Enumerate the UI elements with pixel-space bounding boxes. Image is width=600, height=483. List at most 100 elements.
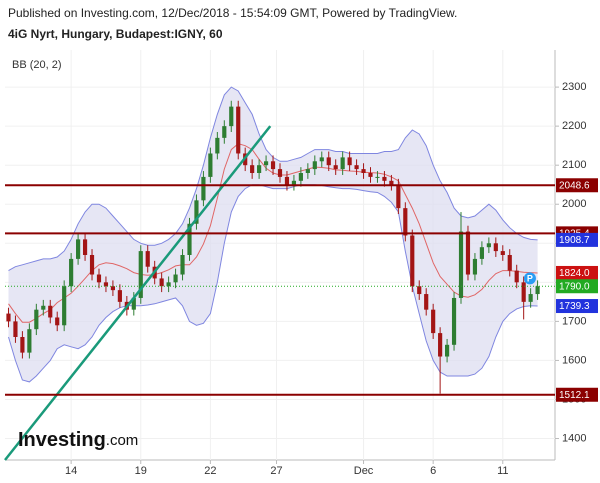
- candle-body: [69, 258, 74, 287]
- candle-body: [368, 173, 373, 177]
- candle-body: [403, 208, 408, 236]
- price-label-box: [556, 387, 598, 402]
- candle-body: [257, 165, 262, 173]
- candle-body: [34, 309, 39, 330]
- price-label: 1739.3: [559, 301, 590, 312]
- candle-body: [222, 126, 227, 138]
- x-tick-label: 14: [65, 465, 77, 477]
- y-tick-label: 1600: [562, 354, 586, 366]
- price-label-box: [556, 265, 598, 280]
- candle-body: [187, 223, 192, 255]
- candle-body: [333, 165, 338, 170]
- candle-body: [326, 157, 331, 166]
- candle-body: [236, 106, 241, 154]
- candle-body: [291, 180, 297, 185]
- candle-body: [445, 344, 450, 357]
- candle-body: [417, 286, 422, 295]
- candle-body: [514, 270, 519, 283]
- candle-body: [138, 251, 143, 298]
- y-tick-label: 2000: [562, 198, 586, 210]
- candle-body: [117, 290, 122, 302]
- badge: [523, 272, 536, 285]
- candle-body: [131, 297, 136, 310]
- candle-body: [451, 297, 457, 345]
- candle-body: [319, 157, 324, 162]
- logo-main: Investing: [18, 429, 106, 451]
- price-label: 2048.6: [559, 180, 590, 191]
- price-label: 1908.7: [559, 235, 590, 246]
- candle-body: [76, 239, 81, 259]
- candle-body: [82, 239, 88, 255]
- candle-body: [479, 247, 484, 259]
- band-fill: [8, 87, 538, 382]
- candle-body: [521, 282, 526, 302]
- candle-body: [145, 251, 150, 267]
- price-label-box: [556, 299, 598, 314]
- x-tick-label: 22: [204, 465, 216, 477]
- y-tick-label: 2100: [562, 159, 586, 171]
- candle-body: [486, 243, 491, 248]
- candle-body: [507, 255, 512, 271]
- x-tick-label: 27: [270, 465, 282, 477]
- candle-body: [410, 235, 415, 287]
- candle-body: [27, 329, 32, 353]
- candle-body: [166, 282, 171, 287]
- price-label-box: [556, 178, 598, 193]
- candle-body: [48, 305, 53, 318]
- candle-body: [250, 165, 255, 173]
- candle-body: [89, 255, 95, 275]
- candle-body: [173, 274, 178, 283]
- x-tick-label: 6: [430, 465, 436, 477]
- candle-body: [382, 176, 387, 181]
- price-label: 1790.0: [559, 281, 590, 292]
- candle-body: [96, 274, 102, 283]
- logo: Investing.com: [18, 429, 138, 451]
- y-tick-label: 2300: [562, 81, 586, 93]
- candle-body: [458, 231, 464, 298]
- x-tick-label: Dec: [354, 465, 374, 477]
- price-label: 1824.0: [559, 268, 590, 279]
- y-tick-label: 1400: [562, 432, 586, 444]
- badge-text: P: [527, 273, 533, 283]
- candle-body: [389, 180, 394, 185]
- candle-body: [493, 243, 498, 252]
- candle-body: [438, 333, 443, 357]
- y-tick-label: 2200: [562, 120, 586, 132]
- candle-body: [472, 258, 478, 275]
- candle-body: [465, 231, 471, 275]
- candle-body: [396, 184, 401, 209]
- candle-body: [298, 173, 303, 181]
- candle-body: [340, 157, 345, 170]
- candle-body: [284, 176, 290, 185]
- candle-body: [431, 309, 436, 334]
- candle-body: [201, 176, 206, 201]
- candle-body: [424, 294, 429, 310]
- candle-body: [270, 161, 276, 170]
- candle-body: [103, 282, 109, 287]
- candle-body: [41, 305, 46, 310]
- published-note: Published on Investing.com, 12/Dec/2018 …: [8, 6, 457, 20]
- candle-body: [361, 169, 366, 173]
- candle-body: [6, 313, 11, 322]
- indicator-label: BB (20, 2): [12, 59, 62, 71]
- candle-body: [375, 176, 380, 178]
- trendline: [4, 125, 272, 461]
- candle-body: [110, 286, 115, 291]
- candle-body: [305, 169, 310, 173]
- candle-body: [528, 294, 533, 302]
- y-tick-label: 1700: [562, 315, 586, 327]
- candle-body: [312, 161, 317, 170]
- candle-body: [55, 317, 60, 326]
- candle-body: [159, 278, 164, 287]
- candle-body: [20, 337, 25, 353]
- x-tick-label: 19: [135, 465, 147, 477]
- symbol-title: 4iG Nyrt, Hungary, Budapest:IGNY, 60: [8, 27, 223, 41]
- candle-body: [180, 255, 185, 275]
- candle-body: [229, 106, 234, 127]
- candle-body: [208, 153, 213, 177]
- candle-body: [13, 321, 18, 337]
- candle-body: [347, 157, 352, 166]
- candle-body: [263, 161, 269, 166]
- candle-body: [194, 200, 199, 224]
